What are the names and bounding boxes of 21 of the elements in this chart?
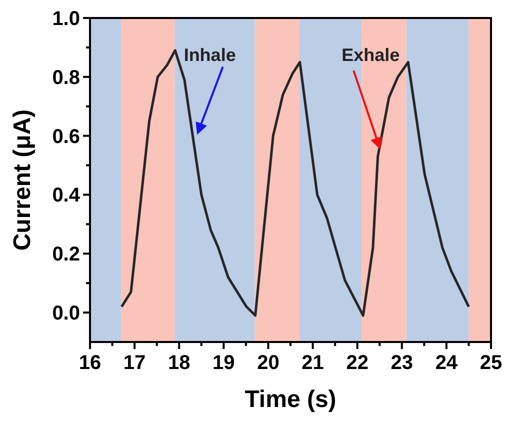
- x-tick-label: 17: [123, 352, 146, 374]
- y-tick-label: 0.6: [52, 126, 80, 148]
- x-tick-label: 19: [212, 352, 235, 374]
- y-tick-label: 0.0: [52, 302, 80, 325]
- x-tick-label: 24: [435, 352, 458, 374]
- y-tick-label: 0.4: [52, 184, 81, 207]
- line-series: [120, 49, 470, 317]
- annotation: Inhale: [184, 45, 236, 66]
- x-axis-title: Time (s): [244, 386, 336, 413]
- x-tick-label: 18: [168, 352, 190, 374]
- x-tick-label: 16: [78, 352, 102, 374]
- annotation: Exhale: [342, 44, 400, 65]
- x-tick-label: 22: [346, 352, 368, 374]
- x-tick-label: 20: [257, 352, 280, 374]
- x-tick-label: 21: [302, 352, 324, 374]
- x-tick-label: 25: [480, 352, 502, 374]
- y-axis-title: Current (μA): [9, 109, 36, 251]
- y-tick-label: 0.8: [52, 66, 80, 89]
- y-tick-label: 0.2: [52, 244, 80, 266]
- x-tick-label: 23: [390, 352, 414, 374]
- y-tick-label: 1.0: [52, 8, 80, 30]
